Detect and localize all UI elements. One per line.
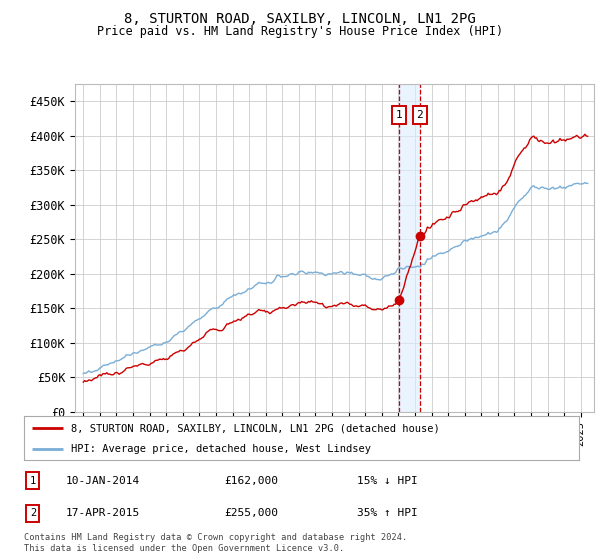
Text: 2: 2	[30, 508, 36, 519]
Text: 35% ↑ HPI: 35% ↑ HPI	[357, 508, 418, 519]
Text: HPI: Average price, detached house, West Lindsey: HPI: Average price, detached house, West…	[71, 444, 371, 454]
Text: Price paid vs. HM Land Registry's House Price Index (HPI): Price paid vs. HM Land Registry's House …	[97, 25, 503, 38]
Text: 10-JAN-2014: 10-JAN-2014	[65, 475, 140, 486]
Text: Contains HM Land Registry data © Crown copyright and database right 2024.
This d: Contains HM Land Registry data © Crown c…	[24, 533, 407, 553]
Text: £162,000: £162,000	[224, 475, 278, 486]
Bar	[399, 84, 420, 412]
Text: 8, STURTON ROAD, SAXILBY, LINCOLN, LN1 2PG (detached house): 8, STURTON ROAD, SAXILBY, LINCOLN, LN1 2…	[71, 423, 440, 433]
Text: 8, STURTON ROAD, SAXILBY, LINCOLN, LN1 2PG: 8, STURTON ROAD, SAXILBY, LINCOLN, LN1 2…	[124, 12, 476, 26]
Text: 17-APR-2015: 17-APR-2015	[65, 508, 140, 519]
Text: 2: 2	[416, 110, 423, 120]
Text: 15% ↓ HPI: 15% ↓ HPI	[357, 475, 418, 486]
Text: 1: 1	[395, 110, 402, 120]
Text: £255,000: £255,000	[224, 508, 278, 519]
Text: 1: 1	[30, 475, 36, 486]
